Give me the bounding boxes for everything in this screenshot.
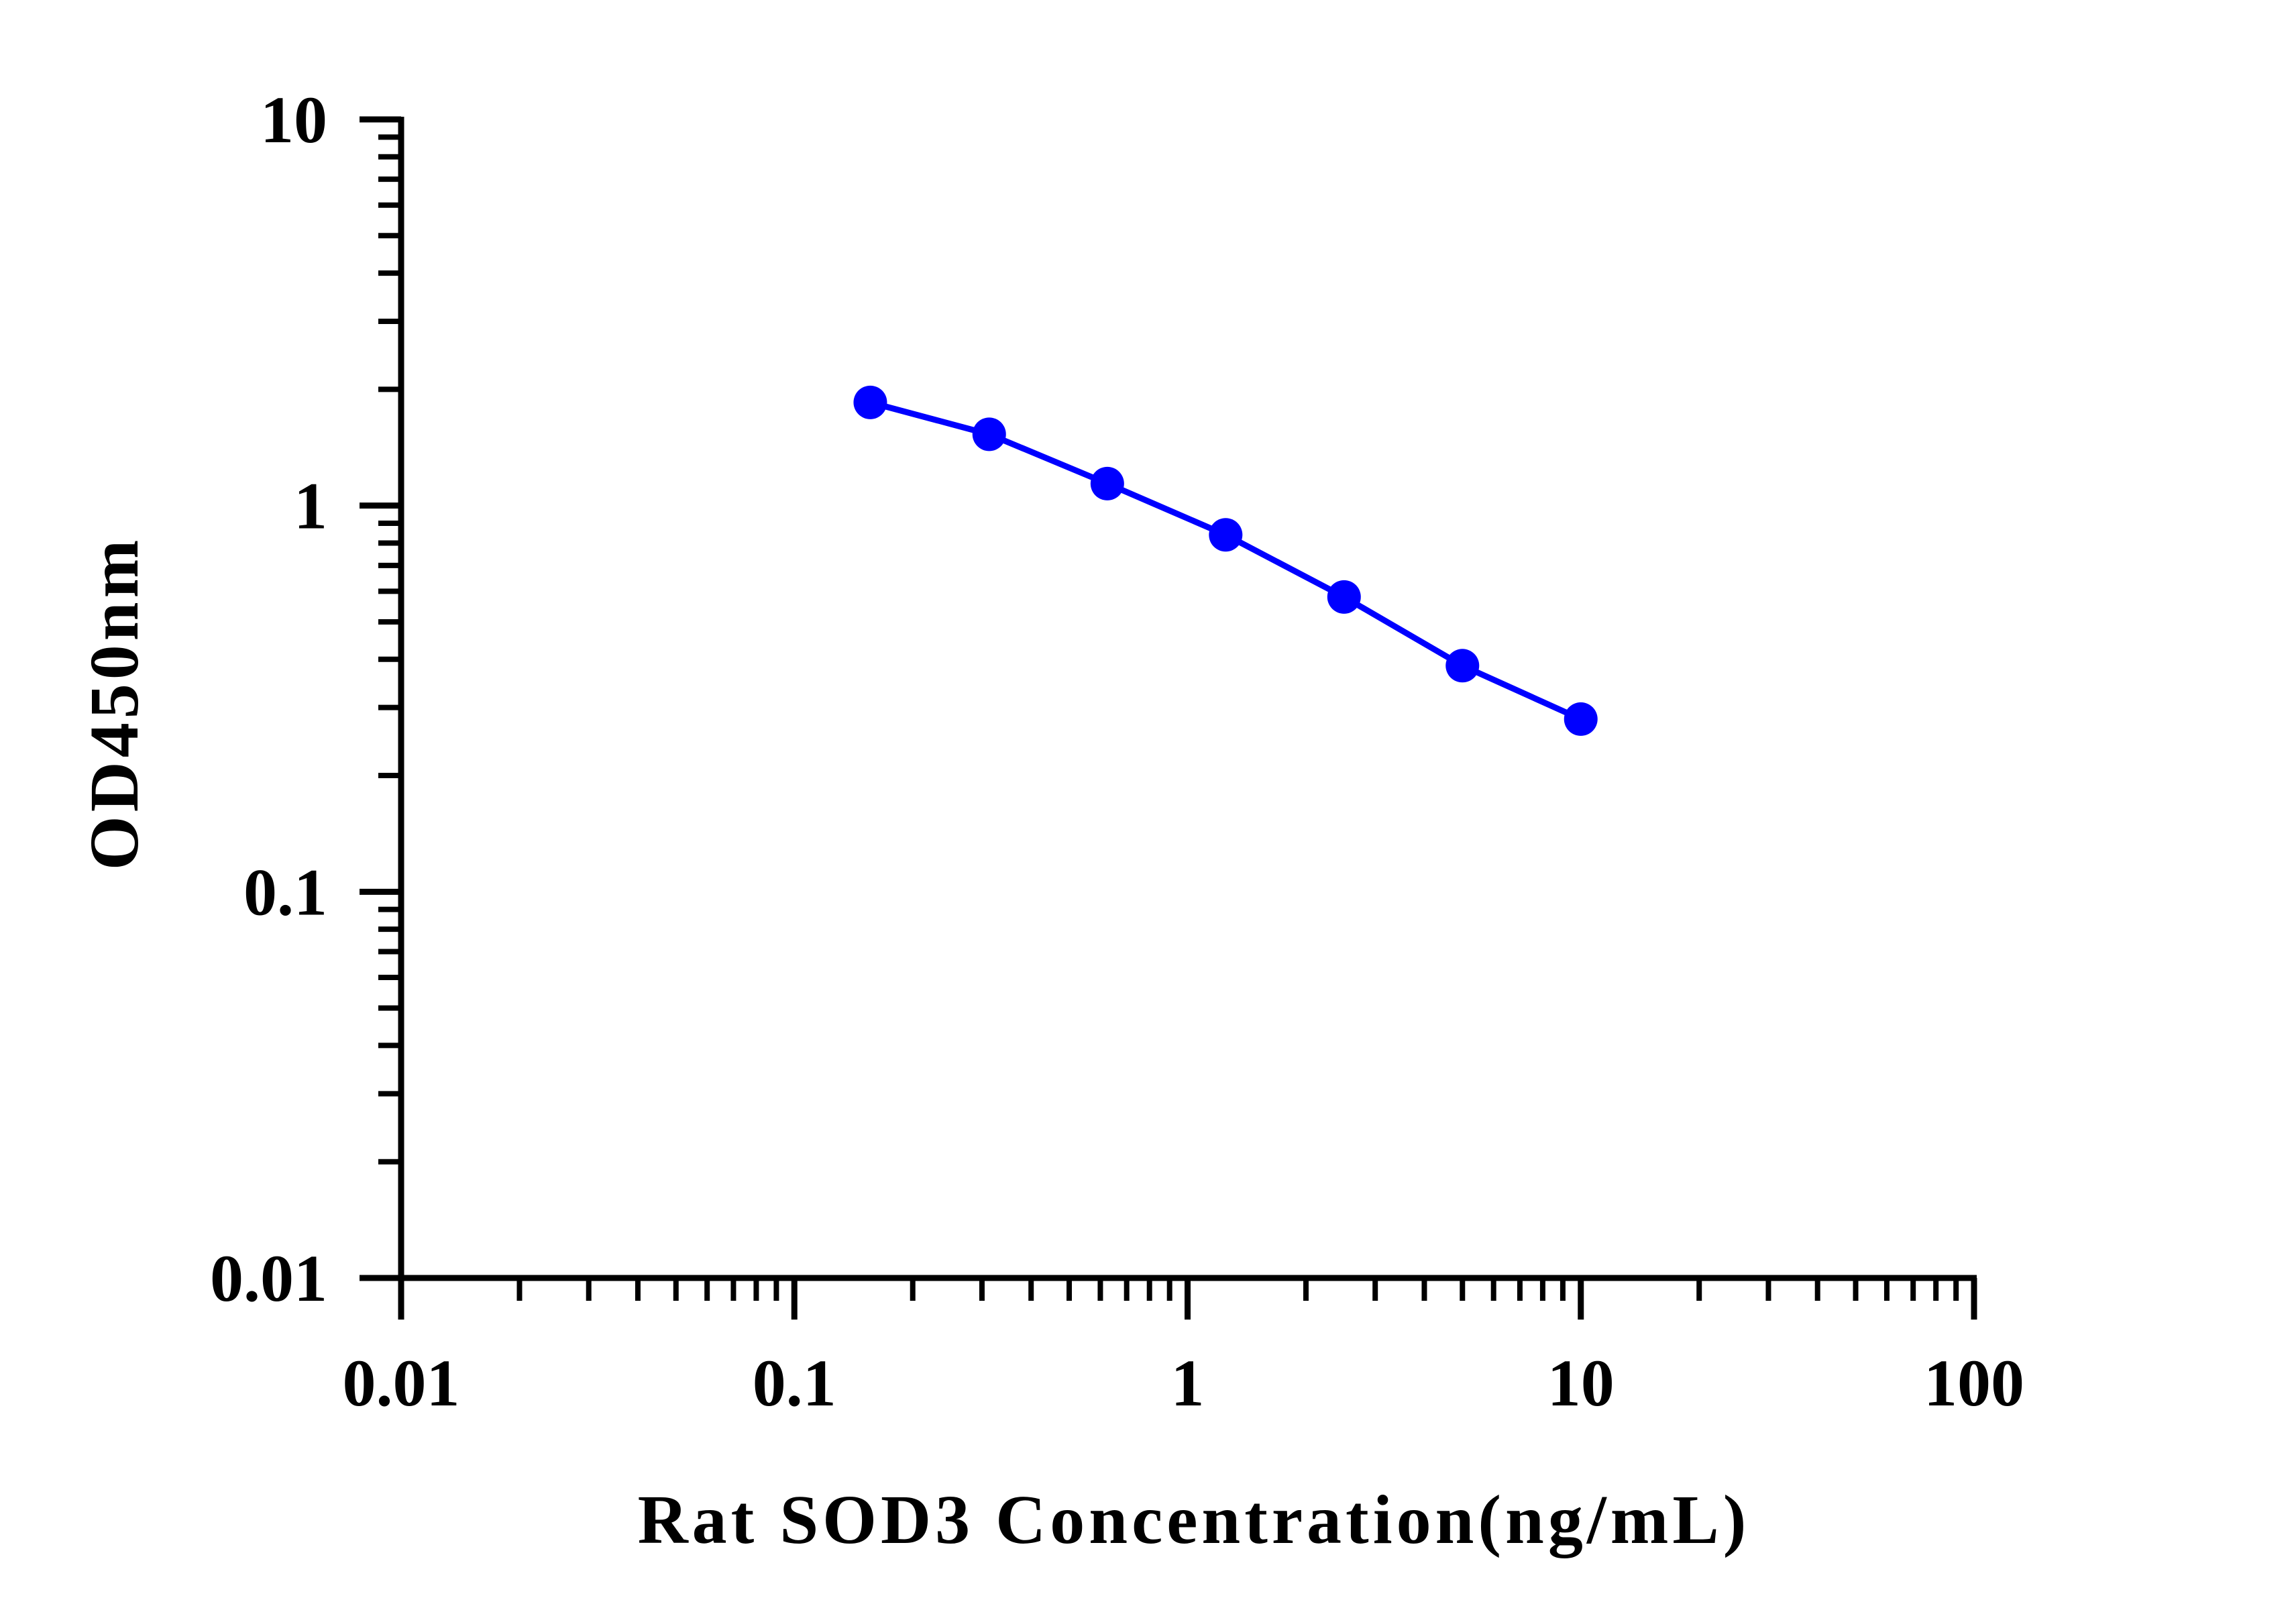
y-axis-minor-ticks [378, 134, 401, 1165]
y-axis-tick-labels: 0.01 0.1 1 10 [210, 83, 327, 1316]
x-axis-title: Rat SOD3 Concentration(ng/mL) [638, 1481, 1751, 1558]
x-tick-label: 1 [1171, 1346, 1205, 1420]
y-tick-label: 1 [294, 469, 327, 543]
data-point [1327, 580, 1361, 614]
series-line-segment [986, 431, 1111, 487]
x-axis-major-ticks [398, 1278, 1977, 1320]
data-point [853, 385, 887, 419]
x-axis-tick-labels: 0.01 0.1 1 10 100 [343, 1346, 2025, 1420]
x-axis-minor-ticks [516, 1278, 1959, 1301]
y-axis-major-ticks [360, 116, 401, 1281]
data-point [1090, 466, 1124, 500]
series-line-segment [867, 399, 993, 437]
series-line-segment [1222, 531, 1348, 600]
y-axis-title: OD450nm [76, 536, 153, 870]
x-tick-label: 10 [1547, 1346, 1615, 1420]
data-point [1445, 649, 1480, 683]
series-line-segment [1341, 594, 1466, 669]
y-tick-label: 0.1 [243, 855, 327, 929]
x-tick-label: 100 [1924, 1346, 2024, 1420]
series-layer [853, 385, 1598, 736]
y-tick-label: 0.01 [210, 1241, 327, 1316]
x-tick-label: 0.01 [343, 1346, 460, 1420]
series-line-segment [1459, 662, 1584, 723]
data-point [1209, 518, 1243, 552]
y-tick-label: 10 [260, 83, 327, 157]
data-point [1564, 702, 1598, 736]
x-tick-label: 0.1 [753, 1346, 836, 1420]
series-line-segment [1104, 480, 1229, 538]
data-point [972, 417, 1006, 451]
